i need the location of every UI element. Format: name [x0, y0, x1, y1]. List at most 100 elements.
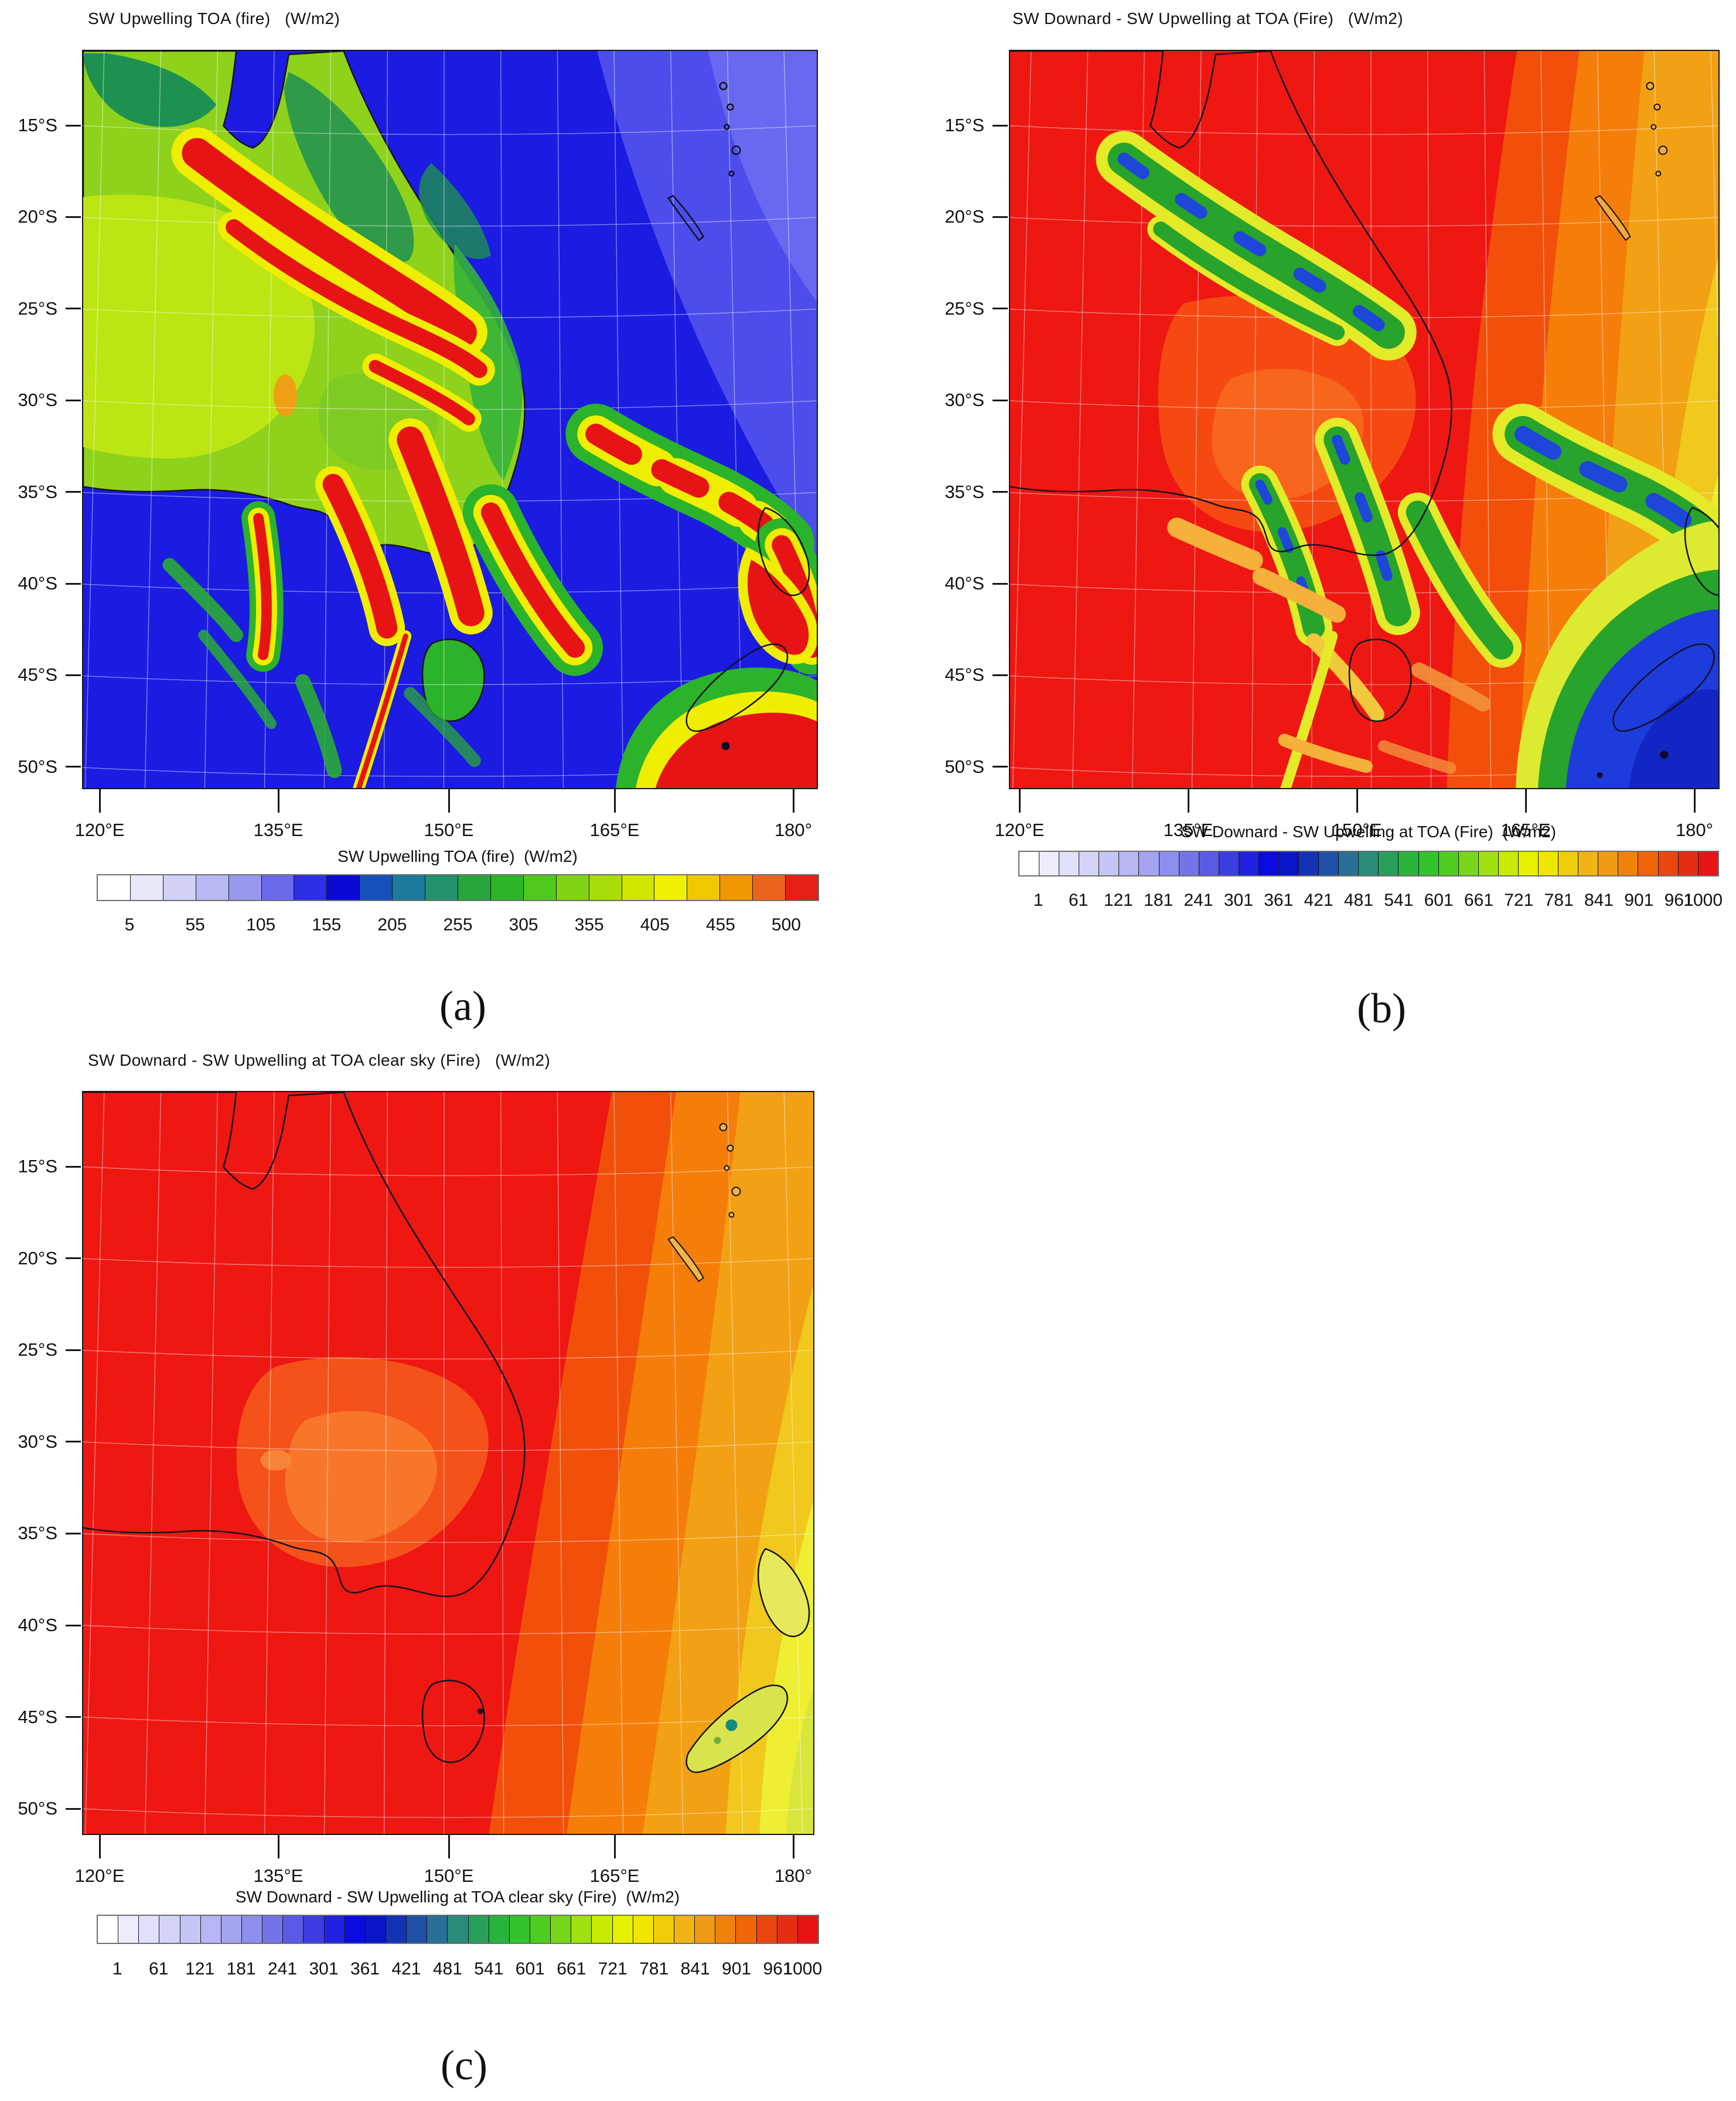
colorbar-b-segment-8 [1159, 852, 1179, 875]
colorbar-a-segment-20 [720, 875, 753, 900]
y-tick-mark [66, 766, 81, 768]
colorbar-b-segment-32 [1638, 852, 1659, 875]
y-axis-tick-label: 35°S [18, 1523, 57, 1544]
y-axis-tick-label: 50°S [18, 1798, 57, 1819]
colorbar-a-segment-14 [523, 875, 557, 900]
y-axis-tick-a-3: 25°S [0, 298, 81, 319]
colorbar-c-segment-21 [509, 1916, 530, 1943]
colorbar-b-tick-label: 241 [1184, 891, 1213, 910]
colorbar-c-segment-13 [345, 1916, 366, 1943]
y-tick-mark [66, 1349, 81, 1351]
x-axis-tick-a-4: 165°E [568, 788, 661, 841]
colorbar-c-segment-18 [448, 1916, 469, 1943]
x-axis-tick-b-5: 180° [1648, 788, 1736, 841]
colorbar-b-segment-10 [1199, 852, 1219, 875]
colorbar-a-segment-1 [98, 875, 131, 900]
y-tick-mark [993, 491, 1008, 493]
colorbar-c-tick-label: 481 [432, 1959, 462, 1979]
colorbar-c-segment-10 [283, 1916, 304, 1943]
y-axis-tick-label: 20°S [18, 206, 57, 227]
colorbar-b-tick-label: 121 [1103, 891, 1133, 910]
colorbar-b-tick-label: 841 [1584, 891, 1614, 910]
colorbar-b-segment-2 [1039, 852, 1060, 875]
y-tick-mark [66, 582, 81, 585]
colorbar-b-segment-13 [1258, 852, 1280, 875]
colorbar-b-segment-5 [1099, 852, 1120, 875]
x-axis-tick-label: 150°E [424, 1865, 474, 1886]
y-axis-tick-a-2: 20°S [0, 206, 81, 227]
colorbar-b-segment-33 [1658, 852, 1679, 875]
y-axis-tick-b-3: 25°S [896, 298, 1008, 319]
y-axis-tick-label: 25°S [944, 298, 984, 319]
y-axis-tick-b-4: 30°S [896, 390, 1008, 411]
y-axis-tick-label: 35°S [944, 481, 984, 502]
x-tick-mark [1187, 788, 1189, 813]
panel-a-map-art [83, 51, 817, 788]
colorbar-b-tick-label: 961 [1664, 891, 1694, 910]
x-axis-tick-label: 165°E [1500, 820, 1551, 840]
colorbar-b-segment-17 [1339, 852, 1359, 875]
x-tick-mark [1018, 788, 1021, 813]
x-axis-tick-label: 165°E [589, 1865, 640, 1886]
y-tick-mark [66, 216, 81, 218]
y-tick-mark [66, 399, 81, 401]
y-axis-tick-label: 25°S [18, 298, 57, 319]
x-axis-tick-label: 180° [774, 820, 813, 840]
colorbar-b-segment-21 [1418, 852, 1439, 875]
colorbar-c-segment-5 [180, 1916, 201, 1943]
colorbar-b-segment-25 [1498, 852, 1519, 875]
colorbar-a [97, 874, 819, 901]
colorbar-b-segment-28 [1558, 852, 1579, 875]
colorbar-b-segment-18 [1359, 852, 1379, 875]
colorbar-b-segment-11 [1219, 852, 1239, 875]
nz-landmass [685, 1548, 810, 1773]
colorbar-a-tick-label: 105 [246, 915, 276, 934]
subfigure-label-a: (a) [439, 983, 486, 1029]
x-axis-tick-label: 180° [774, 1865, 813, 1886]
panel-b-map-art [1010, 51, 1718, 788]
colorbar-c-segment-11 [303, 1916, 325, 1943]
colorbar-b-segment-15 [1299, 852, 1319, 875]
colorbar-c-segment-2 [118, 1916, 139, 1943]
colorbar-b-tick-label: 901 [1624, 891, 1654, 910]
colorbar-b-tick-label: 481 [1343, 891, 1373, 910]
x-axis-tick-label: 180° [1675, 820, 1714, 840]
colorbar-c-tick-label: 1000 [783, 1959, 823, 1979]
y-tick-mark [993, 308, 1008, 310]
cloud-strokes [1096, 131, 1718, 788]
x-tick-mark [448, 1834, 450, 1858]
colorbar-c-segment-34 [777, 1916, 798, 1943]
colorbar-a-tick-label: 355 [574, 915, 604, 934]
y-axis-tick-label: 15°S [18, 115, 57, 135]
y-axis-tick-a-4: 30°S [0, 390, 81, 411]
colorbar-b-segment-23 [1458, 852, 1479, 875]
colorbar-a-segment-15 [556, 875, 589, 900]
x-tick-mark [792, 788, 794, 813]
colorbar-b-segment-34 [1678, 852, 1699, 875]
colorbar-b-tick-label: 181 [1144, 891, 1174, 910]
colorbar-b-segment-29 [1578, 852, 1599, 875]
colorbar-a-tick-label: 305 [509, 915, 538, 934]
colorbar-c-tick-label: 961 [763, 1959, 793, 1979]
colorbar-c-segment-8 [241, 1916, 263, 1943]
colorbar-a-segment-6 [261, 875, 295, 900]
colorbar-a-segment-16 [589, 875, 622, 900]
colorbar-c-segment-15 [386, 1916, 407, 1943]
colorbar-c-tick-label: 361 [350, 1959, 380, 1979]
colorbar-b-tick-label: 301 [1223, 891, 1253, 910]
y-axis-tick-b-2: 20°S [896, 206, 1008, 227]
colorbar-a-segment-19 [687, 875, 721, 900]
y-tick-mark [66, 1716, 81, 1718]
colorbar-b-segment-20 [1399, 852, 1419, 875]
colorbar-c-segment-31 [715, 1916, 736, 1943]
colorbar-b-tick-label: 601 [1424, 891, 1454, 910]
colorbar-a-title: SW Upwelling TOA (fire) (W/m2) [337, 847, 578, 865]
colorbar-b-segment-22 [1438, 852, 1459, 875]
y-axis-tick-b-1: 15°S [896, 115, 1008, 136]
x-axis-tick-b-2: 135°E [1141, 788, 1235, 841]
y-axis-tick-a-8: 50°S [0, 756, 81, 777]
island-outlines [667, 1123, 741, 1283]
colorbar-b-segment-30 [1598, 852, 1619, 875]
y-tick-mark [66, 1257, 81, 1260]
